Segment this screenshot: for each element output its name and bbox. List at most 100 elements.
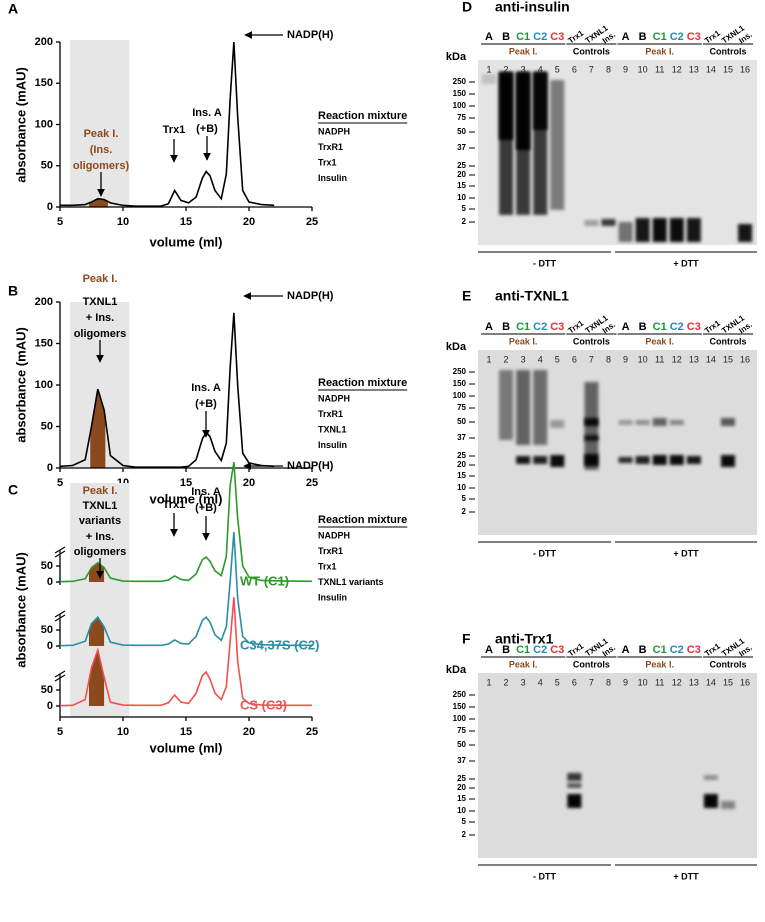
lane-label: C2 <box>670 644 684 656</box>
marker-label: 15 <box>457 794 466 803</box>
blot-band <box>635 456 650 464</box>
fraction-fill <box>88 198 108 207</box>
lane-number: 2 <box>504 677 509 687</box>
annotation: TXNL1 <box>83 296 118 308</box>
series-label: WT (C1) <box>240 573 289 588</box>
x-tick-label: 10 <box>117 216 129 228</box>
lane-label: C1 <box>653 321 667 333</box>
lane-number: 14 <box>706 677 716 687</box>
annotation: TXNL1 <box>83 500 118 512</box>
legend-item: Insulin <box>318 440 347 450</box>
marker-label: 10 <box>457 193 466 202</box>
lane-label: A <box>485 644 493 656</box>
x-tick-label: 20 <box>243 216 255 228</box>
marker-label: 100 <box>453 714 467 723</box>
blot-band <box>669 218 684 242</box>
condition-label: + DTT <box>673 258 699 268</box>
group-label: Peak I. <box>509 46 538 56</box>
marker-label: 250 <box>453 367 467 376</box>
marker-label: 150 <box>453 702 467 711</box>
lane-number: 4 <box>538 64 543 74</box>
lane-number: 6 <box>572 677 577 687</box>
legend-title: Reaction mixture <box>318 514 407 526</box>
panel-letter: C <box>8 482 18 498</box>
marker-label: 37 <box>457 756 466 765</box>
group-label: Controls <box>573 336 610 346</box>
marker-unit: kDa <box>446 664 467 676</box>
x-tick-label: 15 <box>180 726 192 738</box>
blot-band <box>584 454 599 466</box>
lane-number: 14 <box>706 64 716 74</box>
annotation: Ins. A <box>191 382 221 394</box>
lane-label: A <box>485 321 493 333</box>
lane-number: 8 <box>606 354 611 364</box>
trace-line <box>59 532 312 647</box>
y-tick-label: 0 <box>47 576 53 588</box>
blot-band <box>482 74 496 84</box>
marker-label: 5 <box>462 204 467 213</box>
lane-number: 15 <box>723 64 733 74</box>
annotation: variants <box>79 515 121 527</box>
group-label: Controls <box>573 46 610 56</box>
blot-band <box>686 218 701 242</box>
marker-label: 25 <box>457 451 466 460</box>
y-tick-label: 0 <box>47 700 53 712</box>
blot-band <box>635 218 650 242</box>
legend-item: Insulin <box>318 592 347 602</box>
marker-label: 10 <box>457 483 466 492</box>
lane-label: C2 <box>533 321 547 333</box>
lane-number: 10 <box>638 64 648 74</box>
lane-number: 10 <box>638 677 648 687</box>
lane-number: 2 <box>504 354 509 364</box>
lane-number: 2 <box>504 64 509 74</box>
y-tick-label: 50 <box>41 420 53 432</box>
panel-letter: A <box>8 1 18 17</box>
legend-item: Trx1 <box>318 561 337 571</box>
annotation: Trx1 <box>163 124 186 136</box>
lane-number: 5 <box>555 64 560 74</box>
marker-unit: kDa <box>446 341 467 353</box>
annotation: Ins. A <box>191 486 221 498</box>
blot-band <box>618 457 633 463</box>
series-label: C34,37S (C2) <box>240 637 319 652</box>
lane-number: 15 <box>723 354 733 364</box>
annotation: Ins. A <box>192 107 222 119</box>
blot-band <box>533 72 548 130</box>
axis-break <box>54 546 66 558</box>
lane-label: C3 <box>550 31 564 43</box>
trace-line <box>59 312 275 468</box>
blot-band <box>686 456 701 464</box>
trace-line <box>59 597 312 707</box>
lane-label: Trx1 <box>703 28 722 45</box>
lane-number: 12 <box>672 677 682 687</box>
legend-item: TrxR1 <box>318 142 343 152</box>
legend-item: TrxR1 <box>318 546 343 556</box>
marker-unit: kDa <box>446 51 467 63</box>
blot-band <box>550 80 565 210</box>
lane-number: 11 <box>655 64 664 74</box>
marker-label: 2 <box>462 830 467 839</box>
legend-item: Insulin <box>318 173 347 183</box>
y-tick-label: 0 <box>47 462 53 474</box>
blot-band <box>516 456 531 464</box>
blot-band <box>533 456 548 464</box>
blot-band <box>720 801 735 809</box>
lane-number: 5 <box>555 677 560 687</box>
lane-number: 8 <box>606 64 611 74</box>
blot-band <box>635 420 650 425</box>
marker-label: 2 <box>462 217 467 226</box>
lane-number: 16 <box>740 677 750 687</box>
lane-number: 1 <box>486 64 491 74</box>
blot-band <box>652 418 667 426</box>
blot-band <box>499 370 514 440</box>
lane-number: 3 <box>521 354 526 364</box>
lane-label: C3 <box>550 321 564 333</box>
blot-band <box>618 420 633 425</box>
lane-number: 3 <box>521 64 526 74</box>
y-tick-label: 0 <box>47 640 53 652</box>
lane-number: 7 <box>589 64 594 74</box>
marker-label: 50 <box>457 417 466 426</box>
marker-label: 25 <box>457 774 466 783</box>
marker-label: 2 <box>462 507 467 516</box>
blot-band <box>618 222 633 242</box>
